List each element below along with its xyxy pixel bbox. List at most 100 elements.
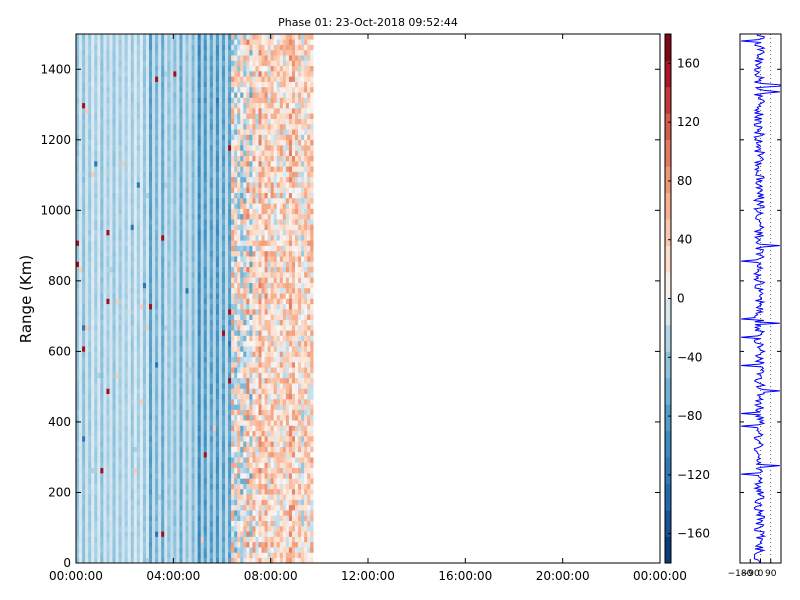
heatmap-cell <box>203 541 208 548</box>
heatmap-cell <box>133 150 138 156</box>
heatmap-cell <box>115 108 119 114</box>
heatmap-cell <box>212 557 217 564</box>
heatmap-cell <box>85 277 89 283</box>
heatmap-cell <box>179 309 183 315</box>
heatmap-cell <box>191 76 195 82</box>
heatmap-cell <box>188 261 192 268</box>
heatmap-cell <box>188 393 192 400</box>
heatmap-cell <box>121 383 125 389</box>
heatmap-cell <box>112 277 116 283</box>
heatmap-cell <box>76 319 80 326</box>
heatmap-cell <box>115 383 119 389</box>
heatmap-cell <box>149 235 153 241</box>
heatmap-cell <box>197 182 202 188</box>
heatmap-cell <box>145 314 150 320</box>
heatmap-cell <box>109 319 113 326</box>
heatmap-cell <box>124 49 129 56</box>
heatmap-cell <box>145 298 150 305</box>
heatmap-cell <box>167 462 171 469</box>
heatmap-cell <box>176 409 180 416</box>
heatmap-cell <box>191 65 195 72</box>
heatmap-cell <box>161 123 165 130</box>
heatmap-cell <box>124 409 129 416</box>
heatmap-cell <box>145 176 150 183</box>
heatmap-cell <box>170 287 174 294</box>
heatmap-cell <box>173 473 177 479</box>
heatmap-cell <box>136 425 141 432</box>
heatmap-cell <box>203 504 208 511</box>
heatmap-cell <box>82 367 86 373</box>
heatmap-cell <box>112 346 116 352</box>
heatmap-cell <box>149 298 153 305</box>
heatmap-cell <box>136 39 141 45</box>
heatmap-cell <box>121 92 125 98</box>
heatmap-cell <box>222 92 226 98</box>
heatmap-cell <box>130 330 135 336</box>
heatmap-cell <box>115 266 119 273</box>
heatmap-cell <box>188 108 192 114</box>
heatmap-cell <box>91 65 95 72</box>
heatmap-cell <box>197 240 202 246</box>
heatmap-cell <box>173 108 177 114</box>
heatmap-cell <box>158 219 162 225</box>
heatmap-cell <box>176 86 180 93</box>
heatmap-cell <box>133 404 138 410</box>
heatmap-cell <box>158 81 162 88</box>
heatmap-cell <box>142 76 147 82</box>
heatmap-cell <box>130 65 135 72</box>
heatmap-cell <box>200 467 205 474</box>
heatmap-cell <box>139 399 144 405</box>
heatmap-cell <box>91 346 95 352</box>
heatmap-cell <box>179 441 183 447</box>
heatmap-cell <box>136 160 141 167</box>
heatmap-cell <box>82 488 86 495</box>
heatmap-cell <box>197 192 202 199</box>
heatmap-cell <box>203 356 208 363</box>
heatmap-cell <box>100 441 104 447</box>
heatmap-cell <box>127 393 132 400</box>
heatmap-cell <box>79 324 83 331</box>
heatmap-cell <box>112 250 116 257</box>
heatmap-cell <box>139 473 144 479</box>
heatmap-cell <box>106 160 110 167</box>
heatmap-cell <box>97 436 101 442</box>
heatmap-cell <box>88 531 92 537</box>
heatmap-cell <box>76 123 80 130</box>
heatmap-cell <box>161 324 165 331</box>
heatmap-cell <box>176 166 180 172</box>
heatmap-cell <box>103 224 107 231</box>
heatmap-cell <box>130 266 135 273</box>
heatmap-cell <box>200 425 205 432</box>
heatmap-cell <box>225 118 229 125</box>
heatmap-cell <box>82 235 86 241</box>
heatmap-cell <box>209 139 214 146</box>
heatmap-cell <box>197 150 202 156</box>
heatmap-cell <box>133 55 138 61</box>
heatmap-cell <box>164 155 168 162</box>
heatmap-cell <box>176 436 180 442</box>
heatmap-cell <box>173 330 177 336</box>
heatmap-cell <box>170 356 174 363</box>
heatmap-cell <box>76 351 80 357</box>
heatmap-cell <box>97 515 101 521</box>
heatmap-cell <box>97 187 101 193</box>
heatmap-cell <box>127 388 132 395</box>
heatmap-cell <box>173 203 177 209</box>
heatmap-cell <box>79 515 83 521</box>
heatmap-cell <box>212 182 217 188</box>
heatmap-cell <box>130 166 135 172</box>
heatmap-cell <box>218 520 223 527</box>
heatmap-cell <box>185 250 189 257</box>
heatmap-cell <box>191 430 195 437</box>
heatmap-cell <box>127 197 132 204</box>
heatmap-cell <box>215 367 220 373</box>
heatmap-cell <box>209 393 214 400</box>
heatmap-cell <box>109 145 113 151</box>
heatmap-cell <box>206 123 211 130</box>
heatmap-cell <box>142 324 147 331</box>
heatmap-cell <box>124 256 129 262</box>
heatmap-cell <box>145 309 150 315</box>
heatmap-cell <box>215 213 220 220</box>
heatmap-cell <box>130 303 135 310</box>
heatmap-cell <box>182 197 186 204</box>
